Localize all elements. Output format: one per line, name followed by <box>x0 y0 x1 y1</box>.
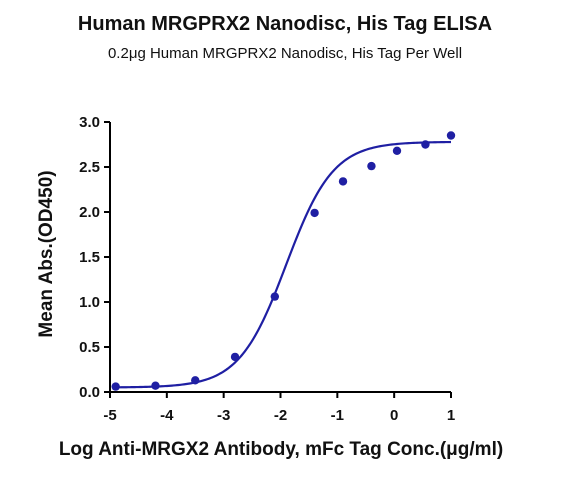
x-tick-label: -4 <box>160 407 174 424</box>
chart-subtitle: 0.2μg Human MRGPRX2 Nanodisc, His Tag Pe… <box>108 45 462 62</box>
x-tick-label: -5 <box>103 407 116 424</box>
x-tick-label: -2 <box>274 407 287 424</box>
data-point <box>310 208 319 218</box>
y-tick-label: 0.5 <box>79 339 100 356</box>
data-point <box>111 382 120 391</box>
x-tick-label: 0 <box>390 407 398 424</box>
fit-curve-layer <box>112 140 452 389</box>
data-points-layer <box>111 131 456 391</box>
data-point <box>446 131 456 140</box>
axes <box>109 122 451 393</box>
data-point <box>367 161 376 171</box>
data-point <box>191 376 200 385</box>
chart-title: Human MRGPRX2 Nanodisc, His Tag ELISA <box>78 13 492 35</box>
data-point <box>230 352 240 362</box>
y-tick-label: 2.0 <box>79 204 100 221</box>
y-axis-title: Mean Abs.(OD450) <box>36 170 57 337</box>
y-tick-label: 2.5 <box>79 159 100 176</box>
y-tick-label: 1.0 <box>79 294 100 311</box>
fit-curve <box>112 140 452 389</box>
x-tick-label: 1 <box>447 407 455 424</box>
x-axis-title: Log Anti-MRGX2 Antibody, mFc Tag Conc.(μ… <box>59 439 503 460</box>
data-point <box>338 177 348 186</box>
x-tick-label: -1 <box>331 407 344 424</box>
data-point <box>392 146 402 155</box>
x-tick-label: -3 <box>217 407 230 424</box>
tick-group: -5 -4 -3 -2 -1 0 1 0.0 0.5 1.0 1.5 2.0 2.5 3.0 <box>79 114 455 424</box>
y-tick-label: 1.5 <box>79 249 100 266</box>
data-point <box>270 292 280 301</box>
y-tick-label: 3.0 <box>79 114 100 131</box>
data-point <box>421 140 430 149</box>
data-point <box>151 381 160 390</box>
y-tick-label: 0.0 <box>79 384 100 401</box>
